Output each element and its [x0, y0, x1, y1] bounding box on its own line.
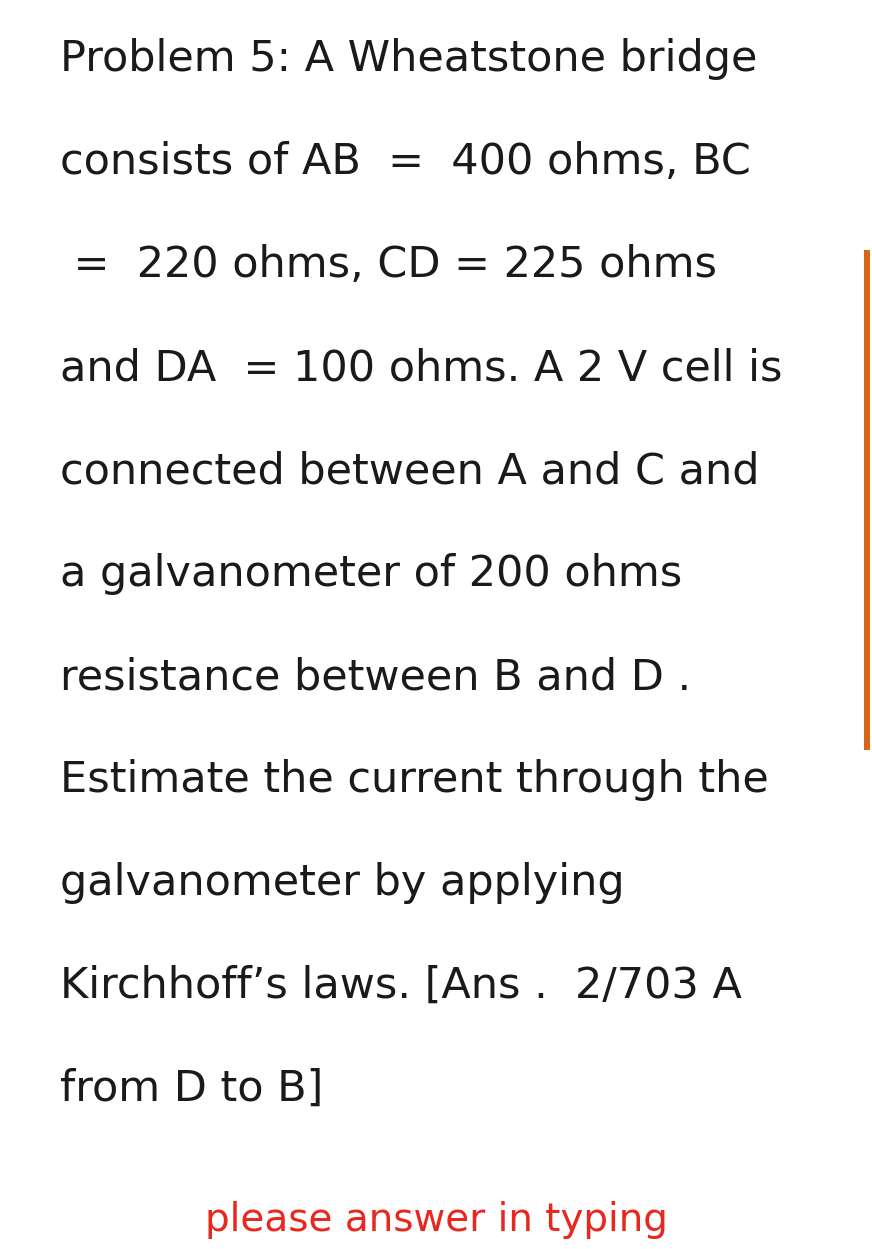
- Text: a galvanometer of 200 ohms: a galvanometer of 200 ohms: [60, 553, 682, 595]
- Text: =  220 ohms, CD = 225 ohms: = 220 ohms, CD = 225 ohms: [60, 244, 717, 286]
- FancyBboxPatch shape: [864, 250, 870, 749]
- Text: connected between A and C and: connected between A and C and: [60, 450, 760, 492]
- Text: consists of AB  =  400 ohms, BC: consists of AB = 400 ohms, BC: [60, 141, 751, 184]
- Text: Kirchhoff’s laws. [Ans .  2/703 A: Kirchhoff’s laws. [Ans . 2/703 A: [60, 965, 742, 1007]
- Text: resistance between B and D .: resistance between B and D .: [60, 656, 691, 698]
- Text: please answer in typing: please answer in typing: [205, 1202, 667, 1239]
- Text: Estimate the current through the: Estimate the current through the: [60, 759, 769, 801]
- Text: galvanometer by applying: galvanometer by applying: [60, 862, 624, 904]
- Text: and DA  = 100 ohms. A 2 V cell is: and DA = 100 ohms. A 2 V cell is: [60, 347, 782, 388]
- Text: Problem 5: A Wheatstone bridge: Problem 5: A Wheatstone bridge: [60, 37, 758, 80]
- Text: from D to B]: from D to B]: [60, 1068, 324, 1110]
